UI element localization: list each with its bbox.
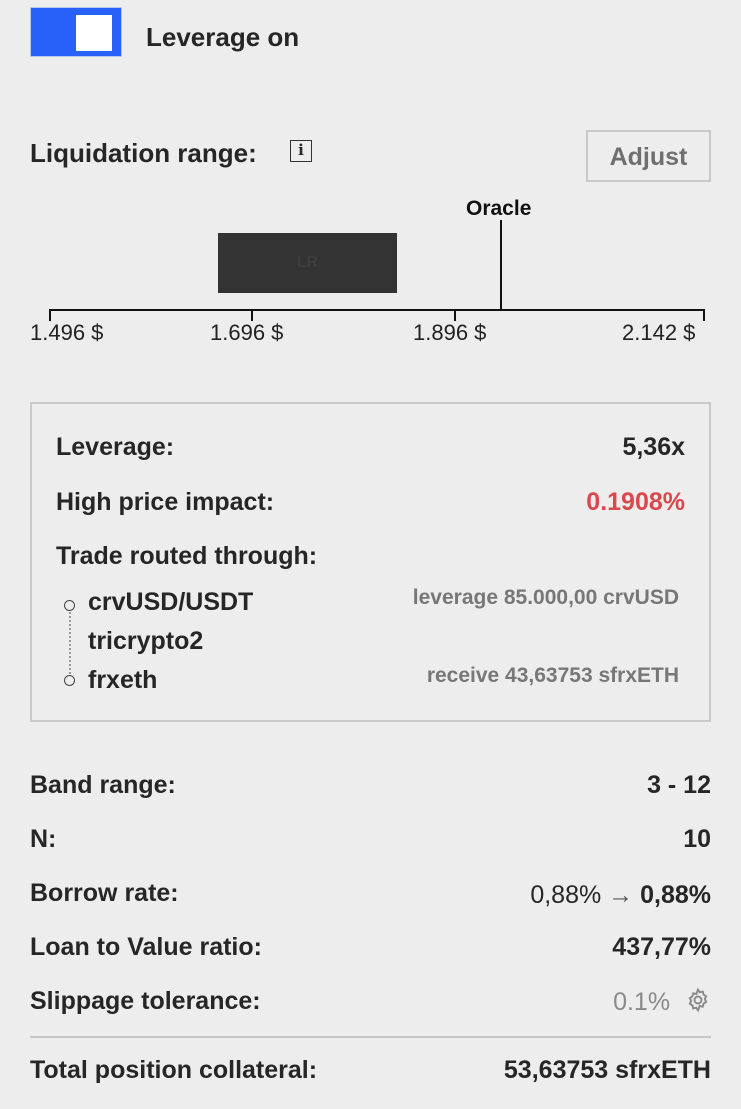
adjust-button[interactable]: Adjust	[586, 130, 711, 182]
slippage-control[interactable]: 0.1%	[613, 987, 711, 1020]
route-note: receive 43,63753 sfrxETH	[426, 664, 679, 687]
ltv-value: 437,77%	[612, 933, 711, 961]
axis-tick-label: 1.696 $	[210, 320, 284, 345]
toggle-knob	[76, 15, 112, 51]
total-collateral-label: Total position collateral:	[30, 1056, 318, 1084]
route-step: frxeth	[88, 666, 158, 694]
band-range-value: 3 - 12	[647, 771, 711, 799]
route-step: crvUSD/USDT	[88, 588, 254, 616]
axis-tick	[251, 309, 253, 321]
route-note: leverage 85.000,00 crvUSD	[412, 586, 679, 609]
total-collateral-value: 53,63753 sfrxETH	[503, 1056, 711, 1084]
arrow-right-icon: →	[608, 881, 634, 909]
slippage-label: Slippage tolerance:	[30, 987, 261, 1015]
leverage-label: Leverage:	[56, 433, 175, 461]
route-step: tricrypto2	[88, 627, 204, 655]
borrow-rate-value: 0,88% → 0,88%	[530, 881, 711, 910]
n-value: 10	[683, 825, 711, 853]
liquidation-range-bar: LR	[218, 233, 397, 293]
oracle-label: Oracle	[466, 197, 532, 220]
n-label: N:	[30, 825, 57, 853]
borrow-rate-from: 0,88%	[530, 881, 602, 909]
route-label: Trade routed through:	[56, 542, 318, 570]
divider	[30, 1036, 711, 1038]
price-impact-label: High price impact:	[56, 488, 275, 516]
borrow-rate-to: 0,88%	[640, 881, 711, 909]
route-end-circle	[64, 675, 75, 686]
price-axis	[49, 309, 705, 311]
price-impact-value: 0.1908%	[586, 488, 685, 516]
axis-tick	[454, 309, 456, 321]
axis-tick	[703, 309, 705, 321]
ltv-label: Loan to Value ratio:	[30, 933, 262, 961]
route-start-circle	[64, 600, 75, 611]
axis-tick-label: 1.896 $	[413, 320, 487, 345]
info-icon[interactable]: i	[290, 140, 312, 162]
liquidation-range-title: Liquidation range:	[30, 138, 257, 168]
oracle-marker	[500, 220, 502, 309]
axis-tick-label: 1.496 $	[30, 320, 104, 345]
route-connector	[69, 612, 71, 674]
leverage-value: 5,36x	[622, 433, 685, 461]
trade-details-box	[30, 402, 711, 722]
leverage-toggle-label: Leverage on	[146, 22, 300, 52]
leverage-toggle[interactable]	[30, 7, 122, 57]
band-range-label: Band range:	[30, 771, 176, 799]
gear-icon[interactable]	[685, 987, 711, 1020]
axis-tick-label: 2.142 $	[622, 320, 696, 345]
axis-tick	[49, 309, 51, 321]
borrow-rate-label: Borrow rate:	[30, 879, 179, 907]
slippage-value: 0.1%	[613, 988, 671, 1016]
